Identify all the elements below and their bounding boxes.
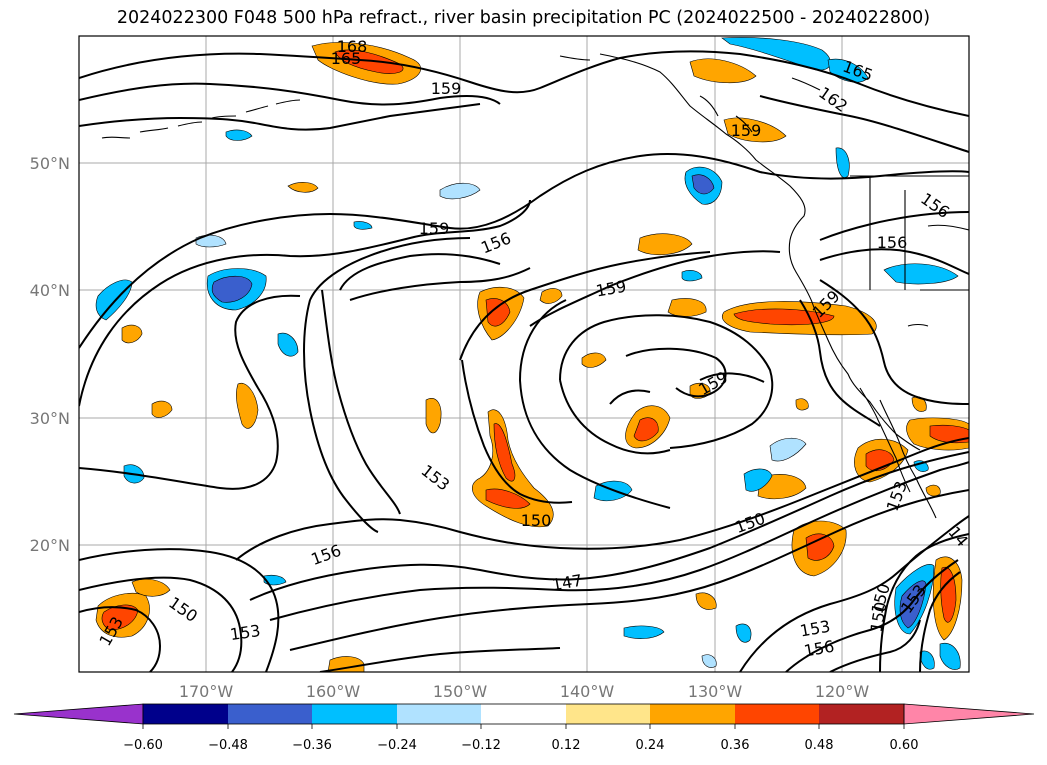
contour-label: 153 (229, 621, 262, 644)
contour-label: 159 (419, 219, 450, 238)
latitude-labels: 50°N 40°N 30°N 20°N (30, 154, 70, 555)
lon-label-130w: 130°W (688, 682, 743, 701)
colorbar-tick-label: −0.12 (461, 738, 501, 753)
colorbar-segment (228, 704, 312, 724)
contour-label: 159 (431, 79, 462, 98)
map-title: 2024022300 F048 500 hPa refract., river … (116, 8, 931, 28)
colorbar-tick-label: 0.12 (552, 738, 581, 753)
colorbar-segment (143, 704, 228, 724)
contour-labels: 168 165 159 165 162 159 156 156 156 159 … (95, 37, 969, 661)
colorbar-tick-label: −0.24 (377, 738, 417, 753)
colorbar-tick-label: 0.24 (636, 738, 665, 753)
contour-label: 159 (731, 121, 762, 140)
map-frame (78, 35, 970, 673)
precip-shading (95, 37, 969, 672)
colorbar-segment (481, 704, 566, 724)
contour-label: 165 (331, 49, 362, 68)
longitude-labels: 170°W 160°W 150°W 140°W 130°W 120°W (179, 682, 870, 701)
lat-label-20n: 20°N (30, 536, 70, 555)
colorbar-segment (397, 704, 481, 724)
contour-label: 168 (337, 37, 368, 56)
lon-label-160w: 160°W (306, 682, 361, 701)
lon-label-170w: 170°W (179, 682, 234, 701)
colorbar-tick-label: −0.60 (123, 738, 163, 753)
lon-label-120w: 120°W (815, 682, 870, 701)
colorbar: −0.60 −0.48 −0.36 −0.24 −0.12 0.12 0.24 … (13, 703, 1035, 753)
lon-label-150w: 150°W (433, 682, 488, 701)
colorbar-tick-label: 0.60 (890, 738, 919, 753)
colorbar-min-extension (13, 703, 144, 725)
colorbar-segment (650, 704, 735, 724)
coastlines (101, 53, 969, 519)
colorbar-segment (735, 704, 819, 724)
colorbar-tick-label: −0.36 (292, 738, 332, 753)
lat-label-50n: 50°N (30, 154, 70, 173)
contour-label: 156 (877, 233, 908, 252)
colorbar-segment (312, 704, 397, 724)
contour-label: 150 (521, 511, 552, 530)
colorbar-max-extension (903, 703, 1035, 725)
colorbar-tick-label: 0.48 (805, 738, 834, 753)
lon-label-140w: 140°W (560, 682, 615, 701)
colorbar-tick-label: −0.48 (208, 738, 248, 753)
colorbar-segment (566, 704, 650, 724)
geopotential-contours (79, 50, 969, 672)
colorbar-tick-label: 0.36 (721, 738, 750, 753)
lat-label-40n: 40°N (30, 281, 70, 300)
lat-label-30n: 30°N (30, 409, 70, 428)
colorbar-segment (819, 704, 904, 724)
